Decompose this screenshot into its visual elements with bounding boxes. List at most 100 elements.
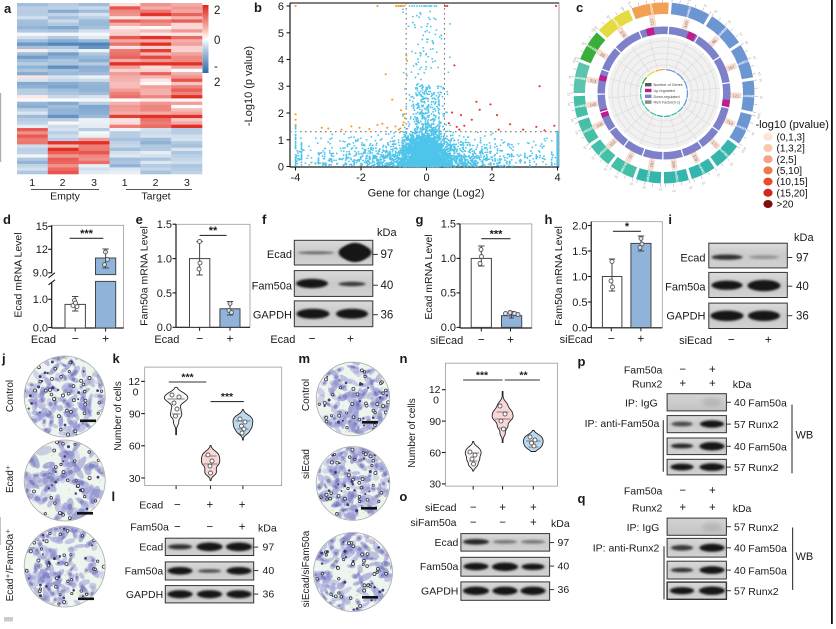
svg-text:10: 10 [758, 79, 762, 83]
svg-text:97: 97 [558, 537, 570, 549]
svg-text:0.5: 0.5 [572, 297, 587, 309]
svg-text:kDa: kDa [733, 503, 752, 515]
svg-text:−: − [499, 517, 506, 529]
svg-text:2: 2 [153, 177, 159, 189]
svg-text:10: 10 [752, 55, 757, 60]
svg-text:GAPDH: GAPDH [666, 311, 705, 323]
svg-text:IP: IgG: IP: IgG [625, 398, 658, 410]
svg-text:40: 40 [796, 281, 809, 293]
svg-text:57: 57 [734, 586, 746, 598]
svg-text:p: p [578, 354, 586, 369]
svg-text:1.0: 1.0 [157, 253, 172, 265]
svg-text:+: + [226, 332, 233, 346]
svg-text:Number of cells: Number of cells [407, 398, 418, 467]
svg-text:10: 10 [659, 187, 663, 191]
svg-text:**: ** [519, 370, 528, 382]
svg-text:1.0: 1.0 [33, 294, 48, 306]
svg-text:c: c [576, 0, 583, 15]
svg-text:Fam50a: Fam50a [748, 442, 787, 454]
svg-text:kDa: kDa [551, 518, 570, 530]
svg-text:(5,10]: (5,10] [777, 166, 803, 177]
svg-text:o: o [399, 489, 407, 504]
svg-text:Control: Control [301, 379, 312, 411]
svg-text:**: ** [209, 225, 218, 237]
svg-text:Number of Genes: Number of Genes [654, 83, 683, 87]
svg-text:10: 10 [580, 41, 585, 46]
svg-text:Fam50a: Fam50a [125, 566, 164, 578]
svg-text:10: 10 [750, 131, 755, 136]
svg-text:GAPDH: GAPDH [253, 310, 292, 322]
svg-text:9.0: 9.0 [33, 268, 48, 280]
svg-text:10: 10 [574, 131, 579, 136]
svg-text:***: *** [181, 372, 194, 384]
svg-text:WB: WB [796, 551, 814, 563]
svg-text:h: h [545, 212, 553, 227]
svg-text:0: 0 [423, 172, 429, 184]
svg-text:−: − [206, 522, 213, 534]
svg-text:WB: WB [796, 430, 814, 442]
svg-text:siEcad: siEcad [679, 335, 712, 347]
svg-text:−: − [728, 333, 735, 347]
svg-text:-: - [214, 61, 218, 73]
svg-text:-log10 (pvalue): -log10 (pvalue) [756, 119, 829, 131]
svg-text:−: − [608, 332, 615, 346]
svg-text:Ecad: Ecad [680, 252, 705, 264]
svg-text:Fam50a mRNA Level: Fam50a mRNA Level [553, 226, 565, 326]
svg-text:−: − [679, 485, 686, 497]
svg-text:+: + [679, 378, 686, 390]
svg-text:−: − [470, 502, 477, 514]
svg-text:0.0: 0.0 [572, 322, 587, 334]
svg-text:2: 2 [214, 5, 220, 17]
svg-text:10: 10 [619, 6, 624, 11]
svg-text:+: + [507, 333, 514, 347]
svg-text:36: 36 [558, 584, 570, 596]
svg-text:***: *** [221, 391, 234, 403]
svg-text:40: 40 [263, 565, 275, 577]
svg-text:10: 10 [716, 172, 721, 177]
svg-text:Fam50a: Fam50a [130, 522, 169, 534]
svg-text:15: 15 [36, 221, 48, 233]
svg-text:Ecad mRNA Level: Ecad mRNA Level [423, 234, 435, 319]
svg-text:Ecad⁺: Ecad⁺ [5, 465, 16, 493]
svg-text:+: + [206, 500, 213, 512]
svg-text:Ecad: Ecad [434, 537, 458, 549]
svg-text:kDa: kDa [377, 227, 397, 239]
svg-text:j: j [1, 351, 6, 366]
svg-text:10: 10 [567, 92, 571, 96]
svg-text:10: 10 [687, 0, 692, 2]
svg-text:10: 10 [703, 3, 708, 8]
svg-text:Ecad: Ecad [154, 334, 179, 346]
svg-text:Fam50a: Fam50a [420, 561, 459, 573]
svg-text:(1,3,2]: (1,3,2] [777, 144, 806, 155]
svg-text:2: 2 [489, 172, 495, 184]
svg-text:3: 3 [278, 81, 284, 93]
svg-text:Control: Control [5, 380, 16, 412]
svg-text:10: 10 [744, 40, 749, 45]
svg-text:−: − [174, 522, 181, 534]
svg-text:(15,20]: (15,20] [777, 188, 808, 199]
svg-text:IP: IgG: IP: IgG [627, 522, 660, 534]
svg-text:+: + [530, 517, 537, 529]
svg-text:Runx2: Runx2 [632, 503, 663, 515]
svg-text:Ecad: Ecad [139, 542, 163, 554]
svg-text:***: *** [80, 228, 94, 240]
svg-text:36: 36 [381, 310, 394, 322]
svg-text:(0,1,3]: (0,1,3] [777, 132, 806, 143]
svg-text:3: 3 [184, 177, 190, 189]
svg-text:1.5: 1.5 [157, 219, 172, 231]
svg-text:2: 2 [278, 108, 284, 120]
svg-text:1.5: 1.5 [441, 219, 456, 231]
svg-text:4: 4 [278, 55, 284, 67]
svg-text:40: 40 [381, 280, 394, 292]
svg-text:10: 10 [603, 167, 608, 172]
svg-text:−: − [196, 332, 203, 346]
svg-text:−: − [470, 517, 477, 529]
svg-text:3: 3 [91, 177, 97, 189]
svg-text:siEcad: siEcad [430, 335, 463, 347]
svg-text:60: 60 [429, 447, 441, 459]
svg-text:Empty: Empty [50, 191, 81, 203]
svg-text:10: 10 [757, 72, 762, 76]
svg-text:40: 40 [558, 561, 570, 573]
svg-text:Ecad: Ecad [139, 500, 163, 512]
svg-text:2.0: 2.0 [572, 220, 587, 232]
